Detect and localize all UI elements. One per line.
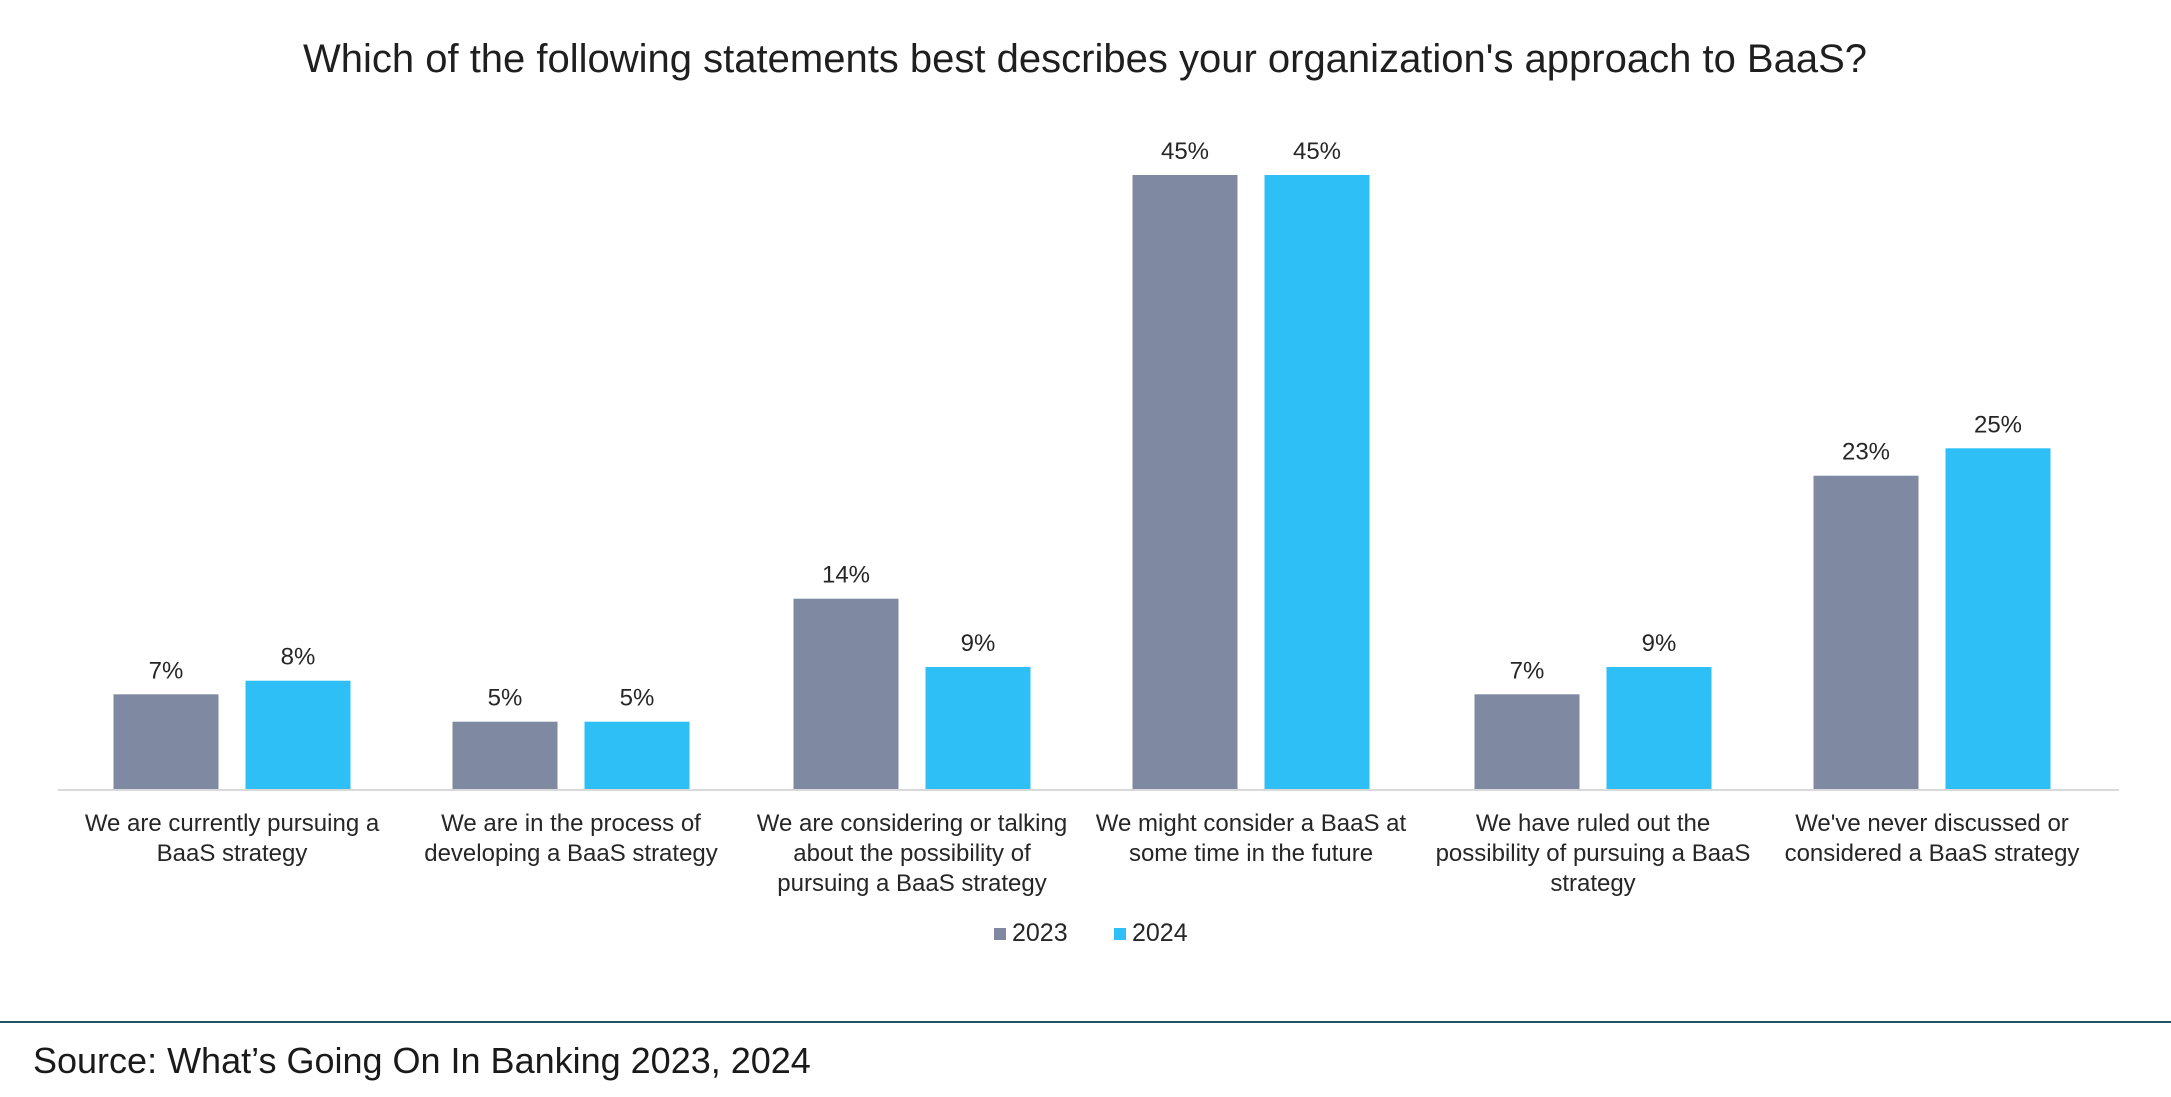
bar-2024-cat5: [1606, 667, 1712, 790]
bar-2023-cat2: [452, 721, 558, 790]
legend-swatch-2024: [1114, 928, 1126, 940]
category-label-2: We are in the process of developing a Baa…: [424, 810, 718, 867]
value-label-2024-cat6: 25%: [1974, 411, 2022, 438]
value-label-2023-cat3: 14%: [822, 562, 870, 589]
bars-layer: [113, 175, 2051, 790]
category-label-5: We have ruled out the possibility of purs…: [1436, 810, 1751, 897]
category-label-line: pursuing a BaaS strategy: [777, 870, 1047, 897]
value-label-2024-cat4: 45%: [1293, 138, 1341, 165]
category-label-line: We might consider a BaaS at: [1096, 810, 1407, 837]
value-label-2023-cat1: 7%: [149, 657, 184, 684]
bar-2023-cat5: [1474, 694, 1580, 790]
category-label-6: We've never discussed or considered a Baa…: [1785, 810, 2080, 867]
category-label-line: about the possibility of: [793, 840, 1031, 867]
category-label-line: We have ruled out the: [1476, 810, 1710, 837]
bar-2023-cat4: [1132, 175, 1238, 790]
bar-2023-cat6: [1813, 475, 1919, 790]
value-label-2024-cat5: 9%: [1642, 630, 1677, 657]
bar-2024-cat2: [584, 721, 690, 790]
chart-title: Which of the following statements best d…: [303, 37, 1867, 81]
bar-2023-cat3: [793, 598, 899, 790]
category-label-line: We are considering or talking: [757, 810, 1067, 837]
value-label-2023-cat5: 7%: [1510, 657, 1545, 684]
bar-2024-cat4: [1264, 175, 1370, 790]
category-label-line: considered a BaaS strategy: [1785, 840, 2080, 867]
value-label-2023-cat4: 45%: [1161, 138, 1209, 165]
category-label-line: some time in the future: [1129, 840, 1373, 867]
legend-label-2024: 2024: [1132, 919, 1188, 947]
category-label-1: We are currently pursuing a BaaS strategy: [85, 810, 380, 867]
bar-2024-cat3: [925, 667, 1031, 790]
category-label-line: developing a BaaS strategy: [424, 840, 718, 867]
bar-2024-cat6: [1945, 448, 2051, 790]
category-label-line: possibility of pursuing a BaaS: [1436, 840, 1751, 867]
category-labels-layer: We are currently pursuing a BaaS strategy…: [85, 810, 2080, 897]
category-label-line: We are in the process of: [441, 810, 701, 837]
category-label-line: We are currently pursuing a: [85, 810, 380, 837]
footer-divider: [0, 1021, 2171, 1023]
value-label-2024-cat2: 5%: [620, 685, 655, 712]
category-label-3: We are considering or talking about the p…: [757, 810, 1067, 897]
value-label-2024-cat3: 9%: [961, 630, 996, 657]
chart: Which of the following statements best d…: [58, 37, 2119, 947]
legend-label-2023: 2023: [1012, 919, 1068, 947]
value-label-2023-cat2: 5%: [488, 685, 523, 712]
category-label-line: strategy: [1550, 870, 1635, 897]
value-label-2023-cat6: 23%: [1842, 439, 1890, 466]
category-label-4: We might consider a BaaS at some time in …: [1096, 810, 1407, 867]
category-label-line: BaaS strategy: [157, 840, 308, 867]
legend[interactable]: 2023 2024: [994, 919, 1188, 947]
source-note: Source: What’s Going On In Banking 2023,…: [33, 1040, 811, 1081]
category-label-line: We've never discussed or: [1795, 810, 2069, 837]
value-labels-layer: 7% 5% 14% 45% 7% 23% 8% 5% 9% 45% 9% 25%: [149, 138, 2022, 712]
value-label-2024-cat1: 8%: [281, 644, 316, 671]
bar-2024-cat1: [245, 680, 351, 790]
legend-swatch-2023: [994, 928, 1006, 940]
bar-2023-cat1: [113, 694, 219, 790]
